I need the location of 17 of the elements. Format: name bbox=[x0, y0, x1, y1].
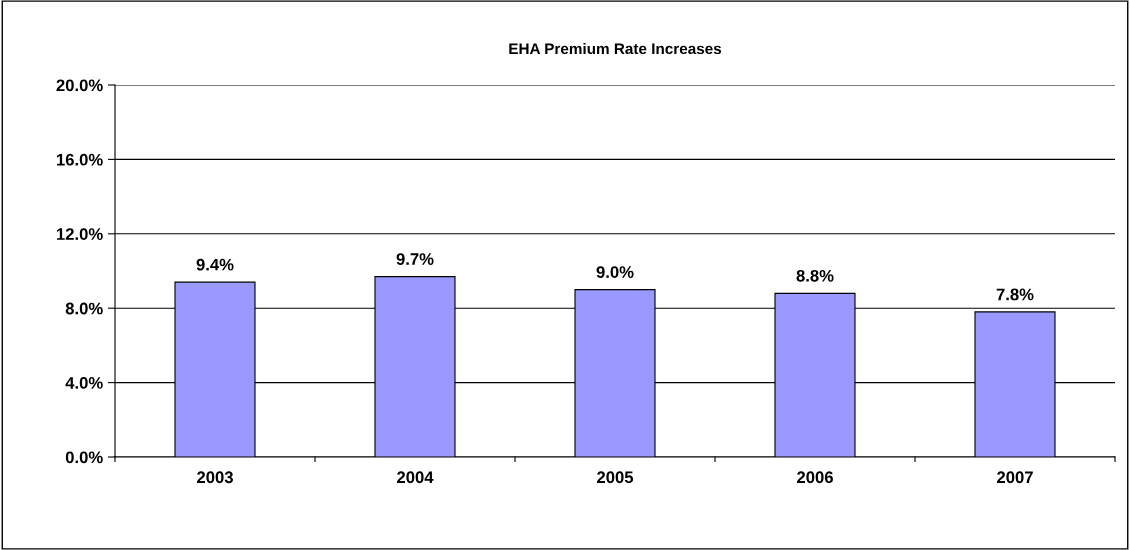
x-tick-label: 2003 bbox=[197, 471, 233, 484]
data-label: 7.8% bbox=[996, 288, 1034, 301]
y-tick-label: 8.0% bbox=[65, 302, 103, 315]
x-tick-label: 2007 bbox=[997, 471, 1033, 484]
x-tick-label: 2004 bbox=[397, 471, 434, 484]
data-label: 9.4% bbox=[196, 258, 234, 271]
data-label: 8.8% bbox=[796, 269, 834, 282]
y-tick-label: 4.0% bbox=[65, 377, 103, 389]
chart-title: EHA Premium Rate Increases bbox=[509, 42, 722, 55]
data-label: 9.7% bbox=[396, 253, 434, 265]
y-tick-label: 12.0% bbox=[56, 228, 103, 240]
y-tick-label: 0.0% bbox=[65, 451, 103, 464]
y-tick-label: 20.0% bbox=[56, 79, 103, 92]
y-tick-label: 16.0% bbox=[56, 153, 103, 166]
x-tick-label: 2006 bbox=[797, 471, 833, 484]
x-tick-label: 2005 bbox=[597, 471, 634, 484]
data-label: 9.0% bbox=[596, 266, 634, 278]
